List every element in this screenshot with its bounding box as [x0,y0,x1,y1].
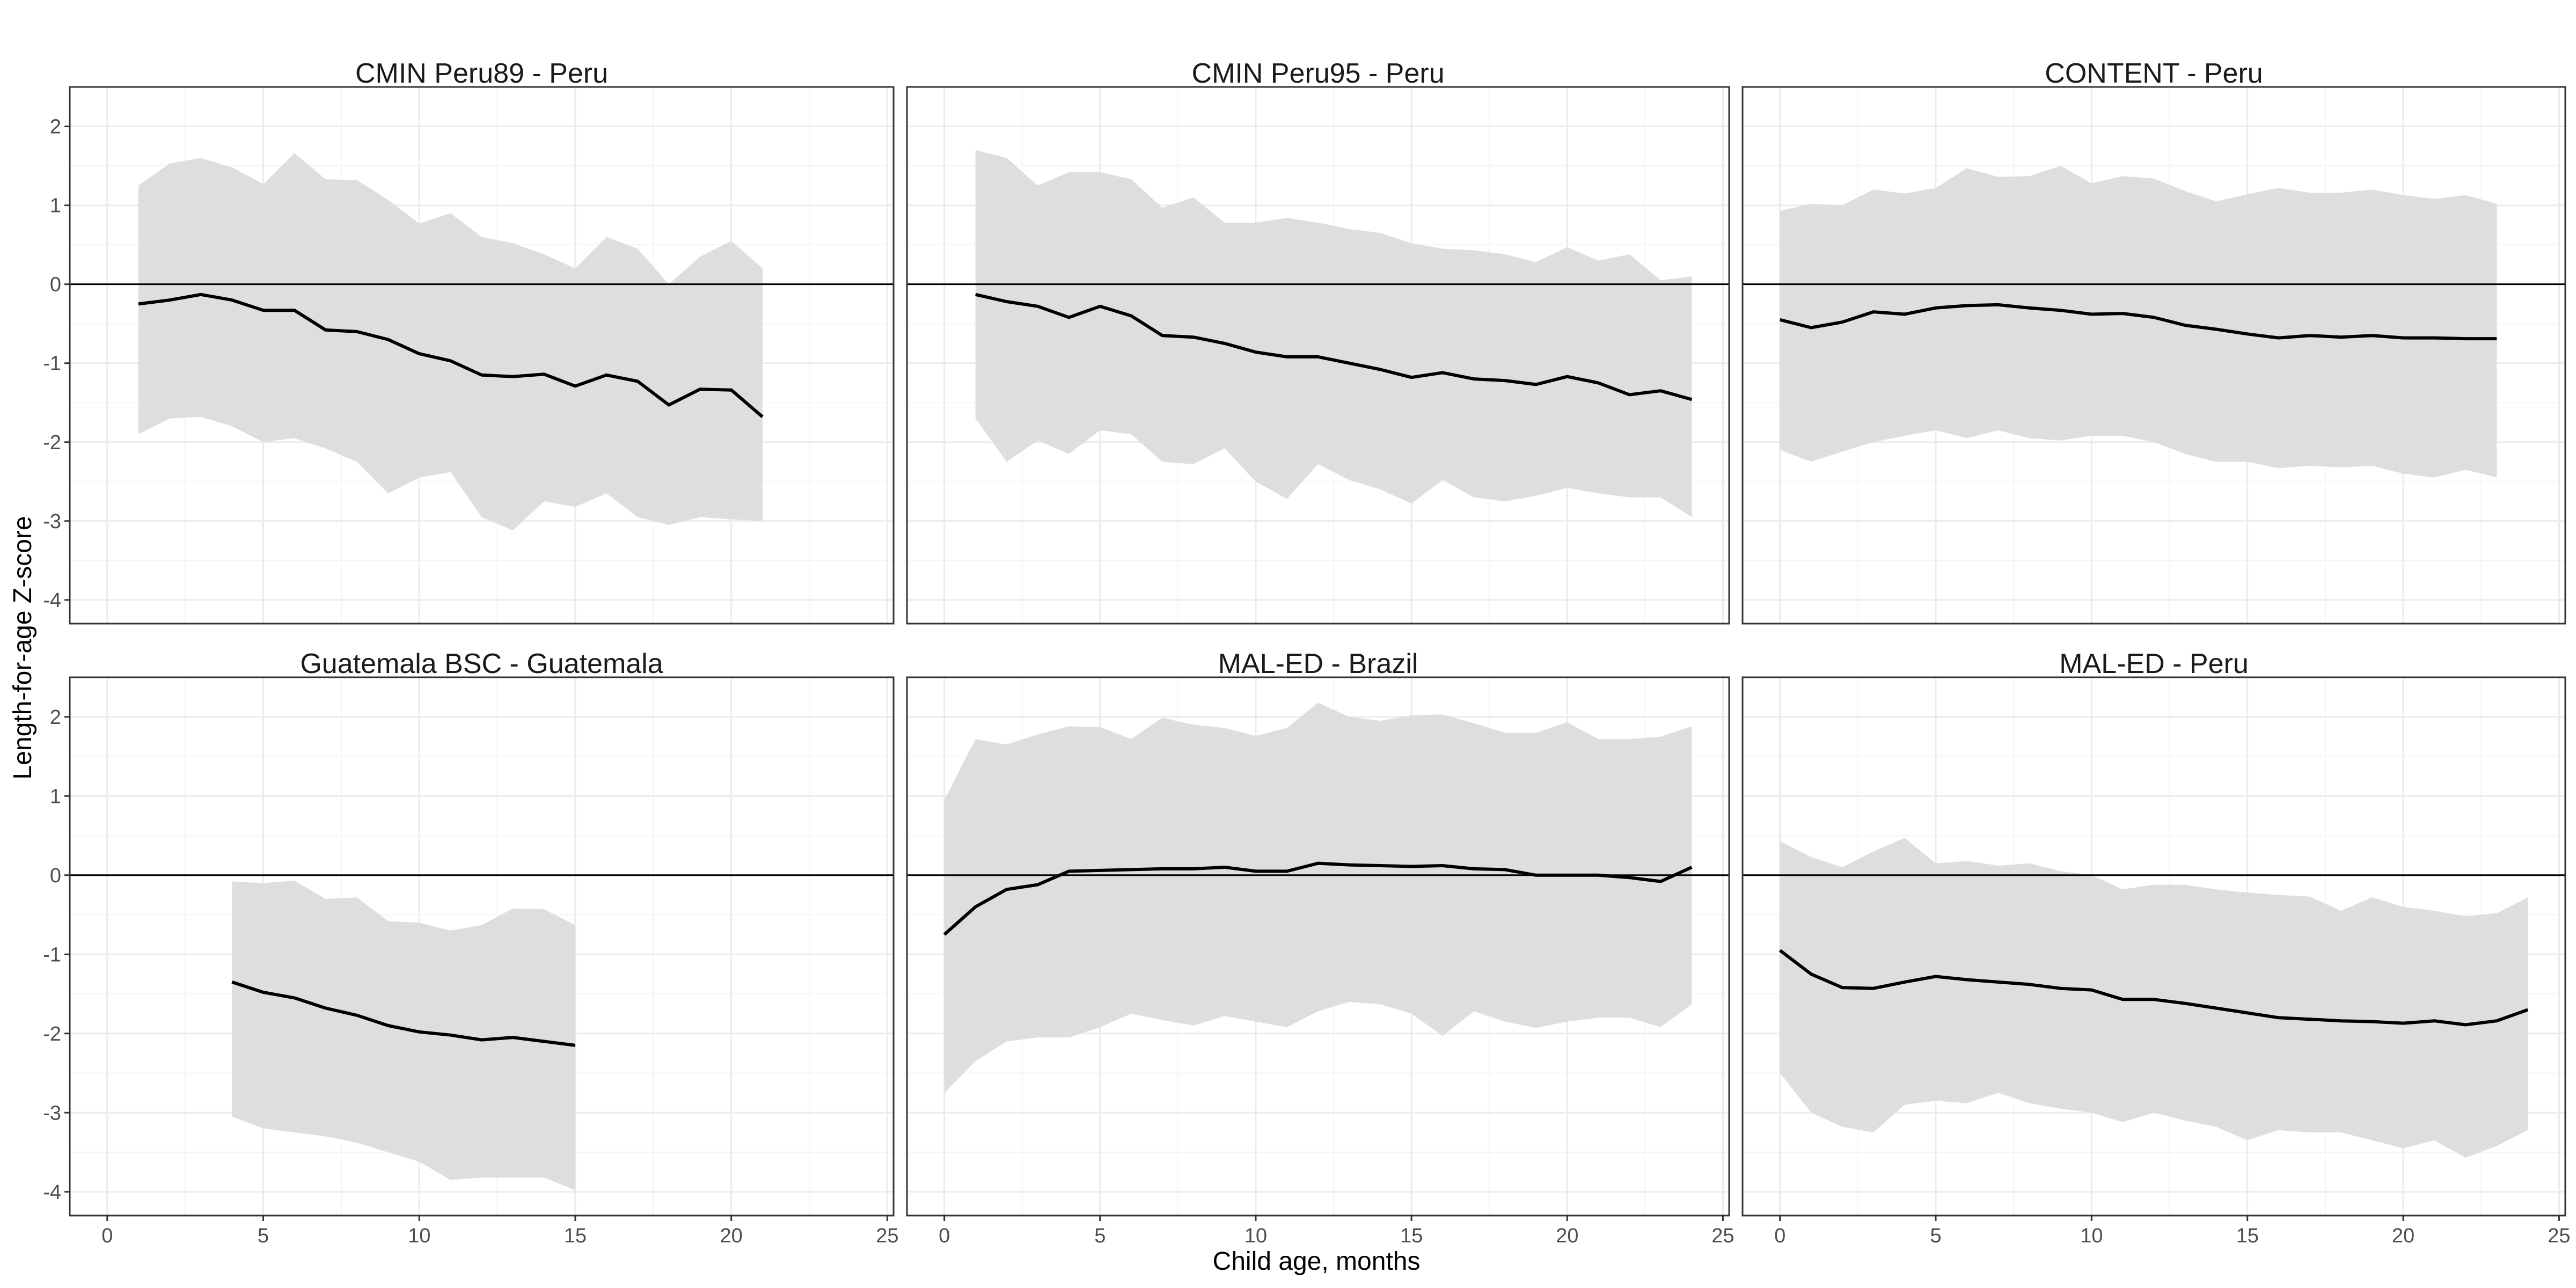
x-tick-label: 0 [101,1225,113,1247]
x-tick-label: 15 [1400,1225,1423,1247]
y-tick-label: 1 [50,195,61,217]
y-tick-label: -1 [43,353,61,375]
x-tick-label: 25 [1711,1225,1734,1247]
facet-panel-6: MAL-ED - Peru 0 5 10 15 20 25 [1741,648,2571,1247]
facet-panel-3: CONTENT - Peru [1741,58,2566,625]
facet-title: Guatemala BSC - Guatemala [300,648,663,679]
x-tick-label: 25 [2548,1225,2570,1247]
y-tick-label: -2 [43,431,61,454]
x-tick-label: 15 [564,1225,587,1247]
y-tick-label: 0 [50,274,61,296]
x-tick-label: 20 [2392,1225,2414,1247]
confidence-ribbon [944,702,1692,1093]
x-tick-label: 10 [408,1225,430,1247]
x-tick-label: 20 [720,1225,743,1247]
x-tick-label: 0 [939,1225,950,1247]
x-axis-title: Child age, months [1213,1247,1421,1276]
x-tick-label: 5 [258,1225,269,1247]
confidence-ribbon [1780,166,2497,478]
mean-zscore-line [138,292,764,418]
panel-border [69,86,895,625]
facet-title: MAL-ED - Peru [2059,648,2249,679]
x-tick-label: 10 [1245,1225,1267,1247]
y-tick-label: -3 [43,1102,61,1124]
x-tick-label: 25 [876,1225,898,1247]
facet-title: MAL-ED - Brazil [1218,648,1418,679]
y-tick-label: 2 [50,116,61,138]
y-tick-label: -2 [43,1023,61,1045]
facet-title: CMIN Peru95 - Peru [1191,58,1444,89]
facet-panel-1: CMIN Peru89 - Peru -4 -3 -2 -1 0 1 2 [43,58,895,625]
facet-panel-5: MAL-ED - Brazil 0 5 10 15 20 25 [906,648,1735,1247]
y-tick-label: -1 [43,943,61,966]
x-tick-label: 0 [1774,1225,1785,1247]
confidence-ribbon [232,881,575,1190]
y-tick-label: -3 [43,510,61,533]
panel-border [906,86,1730,625]
facet-panel-2: CMIN Peru95 - Peru [906,58,1730,625]
confidence-ribbon [138,153,763,531]
x-tick-label: 20 [1556,1225,1578,1247]
mean-zscore-line [975,292,1693,401]
x-tick-label: 5 [1094,1225,1106,1247]
mean-zscore-line [1779,303,2497,341]
x-tick-label: 5 [1930,1225,1941,1247]
y-tick-label: 0 [50,865,61,887]
facet-title: CMIN Peru89 - Peru [355,58,608,89]
panel-border [69,676,895,1217]
y-tick-label: 2 [50,706,61,729]
y-tick-label: -4 [43,589,61,612]
x-tick-label: 15 [2236,1225,2259,1247]
mean-zscore-line [231,980,576,1047]
x-tick-label: 10 [2080,1225,2103,1247]
panel-border [906,676,1730,1217]
y-tick-label: -4 [43,1181,61,1204]
mean-zscore-line [1779,949,2529,1027]
panel-border [1741,86,2566,625]
facet-title: CONTENT - Peru [2045,58,2263,89]
panel-border [1741,676,2566,1217]
y-tick-label: 1 [50,785,61,808]
y-axis-title: Length-for-age Z-score [9,516,37,780]
confidence-ribbon [975,150,1692,517]
